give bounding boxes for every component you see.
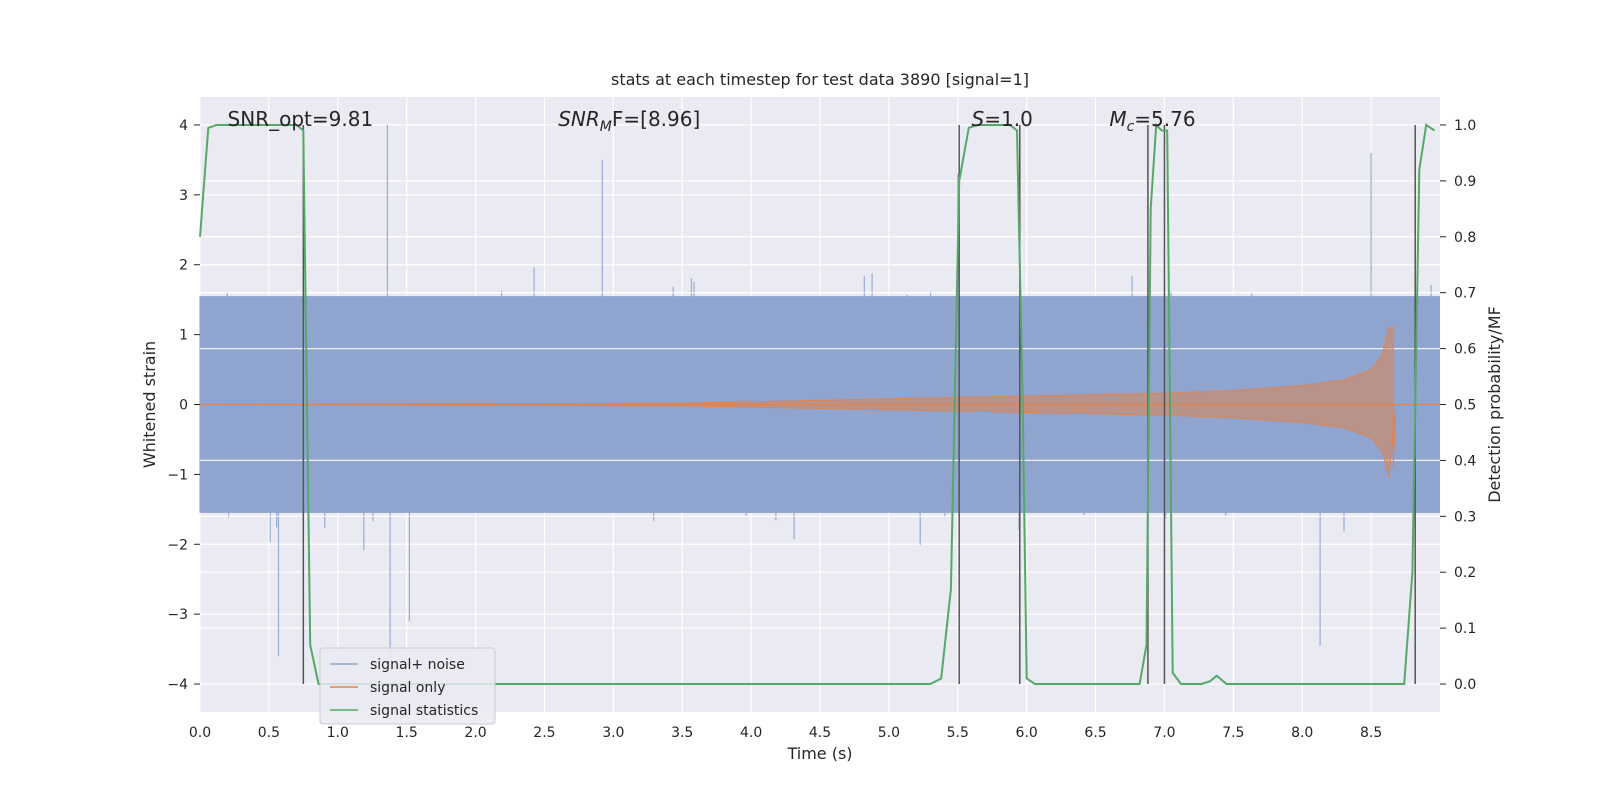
y-tick-label: 4	[179, 118, 188, 134]
x-tick-label: 0.5	[258, 725, 280, 741]
x-tick-label: 7.5	[1222, 725, 1244, 741]
tick-labels: 0.0 0.5 1.0 1.5 2.0 2.5 3.0 3.5 4.0 4.5 5.0 5.5 6.0 6…	[167, 118, 1476, 741]
annotation: SNR_opt=9.81	[228, 107, 374, 131]
x-tick-label: 7.0	[1153, 725, 1175, 741]
y-axis-label: Whitened strain	[140, 341, 159, 468]
x-tick-label: 5.5	[947, 725, 969, 741]
x-tick-label: 3.0	[602, 725, 624, 741]
y-tick-label: −2	[167, 537, 188, 553]
annotation: S=1.0	[972, 107, 1033, 131]
y2-tick-label: 0.0	[1454, 677, 1476, 693]
x-tick-label: 6.0	[1016, 725, 1038, 741]
annotations: SNR_opt=9.81 SNRMF=[8.96] S=1.0 Mc=5.76	[228, 107, 1196, 135]
legend-label-signal-only: signal only	[370, 680, 445, 696]
x-tick-label: 4.0	[740, 725, 762, 741]
y2-tick-label: 0.6	[1454, 342, 1476, 358]
y2-tick-label: 0.8	[1454, 230, 1476, 246]
y-tick-label: 3	[179, 188, 188, 204]
y-tick-label: −3	[167, 607, 188, 623]
y-tick-label: −1	[167, 467, 188, 483]
y2-tick-label: 0.5	[1454, 398, 1476, 414]
x-tick-label: 8.0	[1291, 725, 1313, 741]
y2-axis-label: Detection probability/MF	[1485, 306, 1504, 503]
y2-tick-label: 1.0	[1454, 118, 1476, 134]
y2-tick-label: 0.4	[1454, 453, 1476, 469]
chart-title: stats at each timestep for test data 389…	[611, 70, 1029, 89]
legend: signal+ noise signal only signal statist…	[319, 647, 496, 725]
y-tick-label: 1	[179, 328, 188, 344]
x-tick-label: 1.5	[396, 725, 418, 741]
x-tick-label: 1.0	[327, 725, 349, 741]
y-tick-label: −4	[167, 677, 188, 693]
series-signal-statistics	[199, 122, 1436, 685]
annotation: SNRMF=[8.96]	[558, 107, 700, 135]
x-tick-label: 0.0	[189, 725, 211, 741]
legend-box	[319, 647, 496, 725]
y-tick-label: 0	[179, 398, 188, 414]
x-tick-label: 4.5	[809, 725, 831, 741]
x-tick-label: 6.5	[1084, 725, 1106, 741]
x-tick-label: 3.5	[671, 725, 693, 741]
y2-tick-label: 0.7	[1454, 286, 1476, 302]
legend-label-signal-statistics: signal statistics	[370, 703, 478, 719]
y2-tick-label: 0.2	[1454, 565, 1476, 581]
y2-tick-label: 0.9	[1454, 174, 1476, 190]
y-tick-label: 2	[179, 258, 188, 274]
x-tick-label: 2.5	[533, 725, 555, 741]
x-tick-label: 8.5	[1360, 725, 1382, 741]
y2-tick-label: 0.3	[1454, 509, 1476, 525]
x-tick-label: 5.0	[878, 725, 900, 741]
x-tick-label: 2.0	[464, 725, 486, 741]
legend-label-signal-noise: signal+ noise	[370, 657, 465, 673]
y2-tick-label: 0.1	[1454, 621, 1476, 637]
stats-line	[199, 122, 1436, 685]
annotation: Mc=5.76	[1109, 107, 1195, 135]
x-axis-label: Time (s)	[786, 744, 852, 763]
